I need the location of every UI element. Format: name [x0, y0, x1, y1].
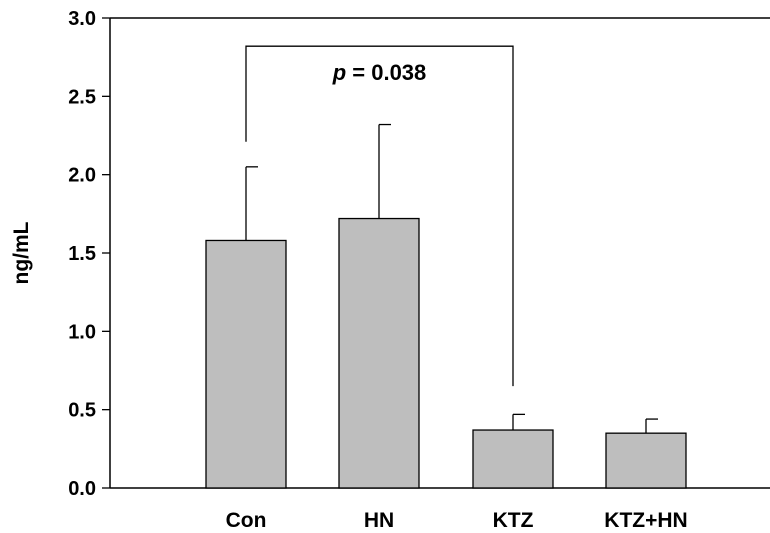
bar-hn	[338, 217, 420, 489]
bar-ktz	[472, 429, 554, 489]
bar-con	[205, 239, 287, 489]
significance-bracket	[245, 45, 514, 387]
y-tick-label: 2.5	[68, 86, 96, 108]
x-axis-labels: Con HN KTZ KTZ+HN	[226, 509, 688, 532]
y-tick-label: 1.0	[68, 321, 96, 343]
p-symbol: p	[332, 60, 346, 85]
significance-annotation: p = 0.038	[245, 45, 514, 387]
y-tick-label: 0.5	[68, 400, 96, 422]
y-tick-label: 2.0	[68, 165, 96, 187]
y-axis-ticks: 0.0 0.5 1.0 1.5 2.0 2.5 3.0	[68, 8, 110, 500]
x-category-label: Con	[226, 509, 267, 532]
x-category-label: KTZ+HN	[604, 509, 687, 532]
p-value-label: p = 0.038	[332, 60, 427, 85]
y-tick-label: 1.5	[68, 243, 96, 265]
error-bars	[245, 123, 658, 434]
x-category-label: KTZ	[493, 509, 534, 532]
y-tick-label: 0.0	[68, 478, 96, 500]
x-category-label: HN	[364, 509, 394, 532]
bar-ktz-hn	[605, 432, 687, 489]
p-value-text: = 0.038	[346, 60, 426, 85]
bars	[205, 217, 687, 489]
y-axis-label: ng/mL	[10, 221, 33, 284]
y-tick-label: 3.0	[68, 8, 96, 30]
